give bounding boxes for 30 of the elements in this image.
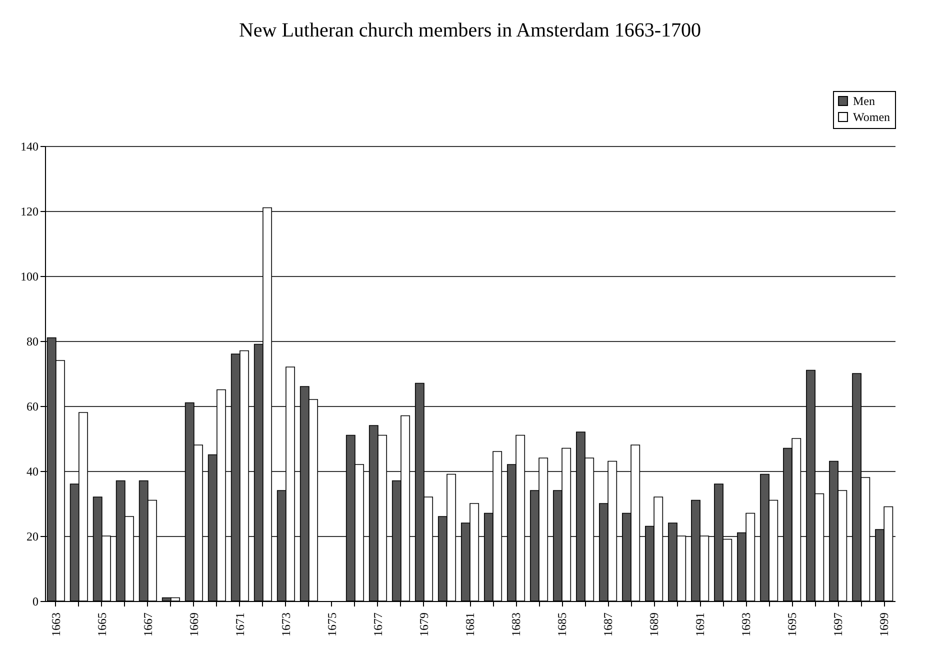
y-tick-label: 20 — [26, 530, 38, 544]
y-tick-label: 40 — [26, 464, 38, 478]
x-tick-label: 1695 — [785, 612, 800, 636]
y-tick-label: 60 — [26, 400, 38, 414]
legend-label: Men — [853, 94, 875, 108]
y-tick-label: 100 — [20, 270, 38, 284]
x-tick-label: 1691 — [693, 612, 708, 636]
x-tick-label: 1665 — [94, 612, 109, 636]
x-tick-label: 1681 — [463, 612, 477, 636]
legend-label: Women — [853, 110, 890, 124]
x-tick-label: 1699 — [877, 612, 892, 636]
y-tick-label: 140 — [20, 140, 38, 154]
x-tick-label: 1677 — [370, 612, 385, 636]
x-tick-label: 1697 — [831, 612, 846, 636]
x-tick-label: 1667 — [140, 612, 155, 636]
x-tick-label: 1685 — [555, 612, 570, 636]
y-tick-label: 120 — [20, 204, 38, 218]
y-tick-label: 0 — [32, 594, 38, 608]
x-tick-label: 1673 — [278, 612, 293, 636]
x-tick-label: 1663 — [48, 612, 63, 636]
x-tick-label: 1669 — [186, 612, 201, 636]
x-tick-label: 1689 — [647, 612, 662, 636]
x-tick-label: 1675 — [324, 612, 339, 636]
x-tick-label: 1693 — [739, 612, 754, 636]
x-tick-label: 1671 — [232, 612, 247, 636]
x-tick-label: 1679 — [416, 612, 431, 636]
y-tick-label: 80 — [26, 334, 38, 348]
x-tick-label: 1683 — [509, 612, 524, 636]
x-tick-label: 1687 — [601, 612, 616, 636]
chart-title: New Lutheran church members in Amsterdam 1663-1700 — [238, 20, 702, 42]
